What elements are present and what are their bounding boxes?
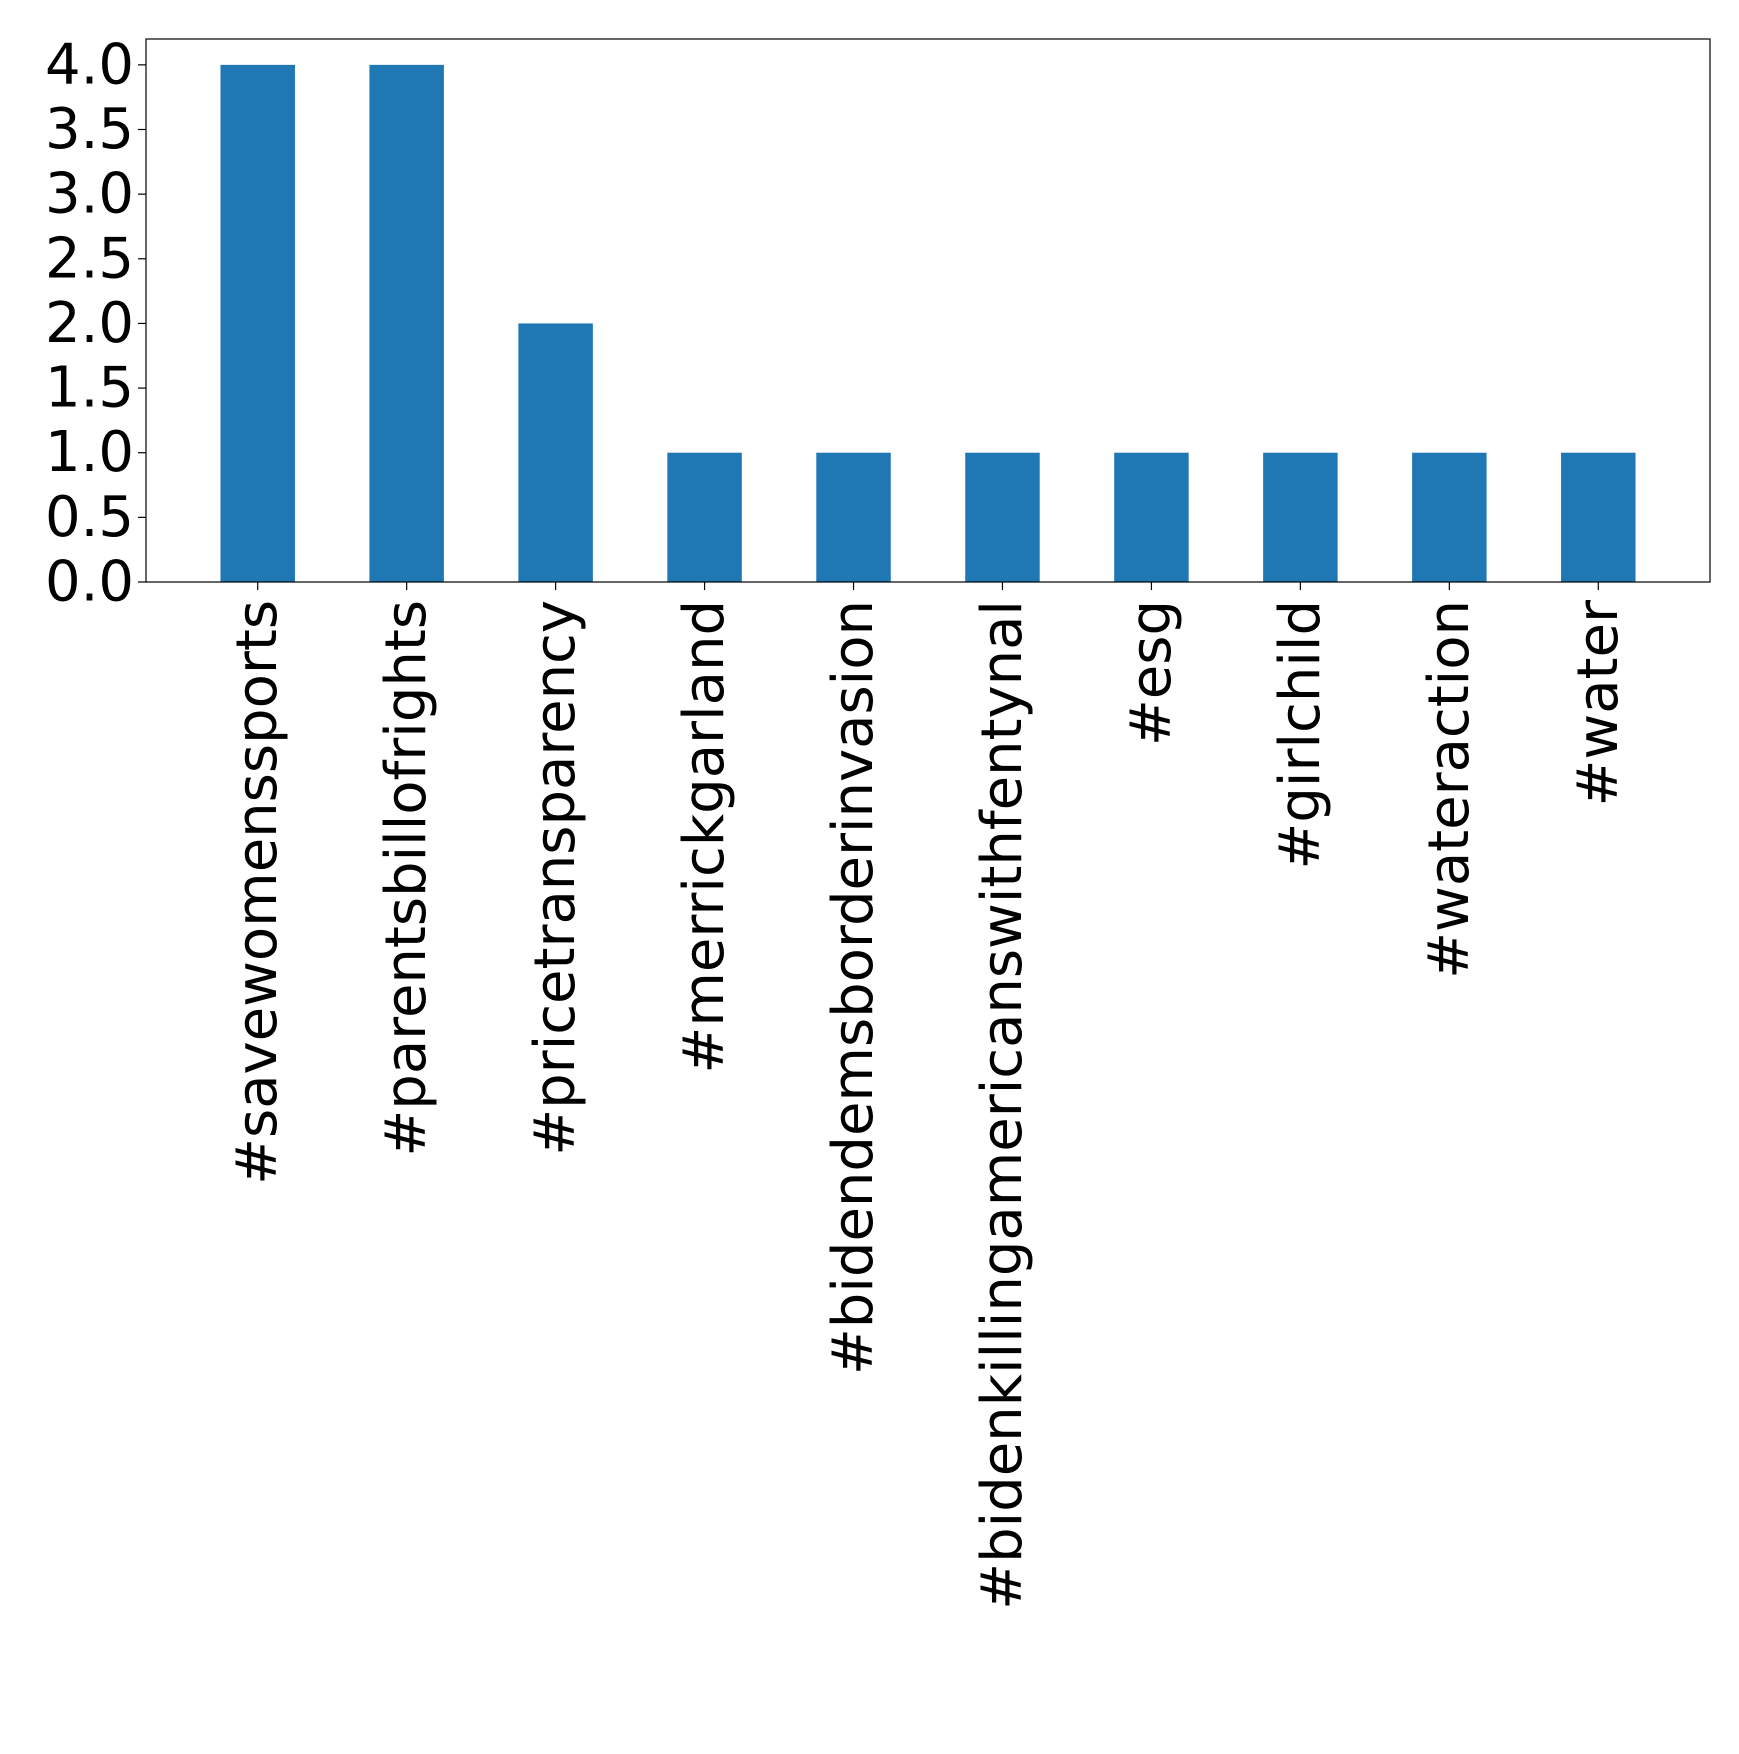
y-tick-label: 2.5 [45, 226, 134, 291]
bar [1114, 452, 1189, 582]
x-tick-label: #savewomenssports [225, 600, 290, 1185]
x-tick-label: #bidendemsborderinvasion [821, 600, 886, 1375]
x-tick-label: #wateraction [1417, 600, 1482, 979]
y-tick-label: 0.0 [45, 550, 134, 615]
bar [1561, 452, 1636, 582]
x-tick-label: #parentsbillofrights [374, 600, 439, 1157]
bar [518, 323, 593, 582]
y-tick-label: 1.0 [45, 420, 134, 485]
y-tick-label: 2.0 [45, 291, 134, 356]
x-tick-label: #girlchild [1268, 600, 1333, 870]
y-tick-label: 4.0 [45, 32, 134, 97]
y-axis: 0.00.51.01.52.02.53.03.54.0 [45, 32, 146, 615]
y-tick-label: 3.0 [45, 162, 134, 227]
y-tick-label: 0.5 [45, 485, 134, 550]
x-tick-label: #esg [1119, 600, 1184, 746]
bar [369, 64, 444, 583]
bar [816, 452, 891, 582]
x-tick-label: #bidenkillingamericanswithfentynal [970, 600, 1035, 1610]
bar [1263, 452, 1338, 582]
x-axis: #savewomenssports #parentsbillofrights #pr… [225, 582, 1631, 1610]
bar [1412, 452, 1487, 582]
y-tick-label: 3.5 [45, 97, 134, 162]
bar [667, 452, 742, 582]
bar [220, 64, 295, 583]
bar [965, 452, 1040, 582]
x-tick-label: #merrickgarland [672, 600, 737, 1074]
y-tick-label: 1.5 [45, 356, 134, 421]
x-tick-label: #water [1566, 599, 1631, 806]
bars-group [220, 64, 1636, 583]
x-tick-label: #pricetransparency [523, 600, 588, 1156]
plot-frame [145, 38, 1711, 583]
